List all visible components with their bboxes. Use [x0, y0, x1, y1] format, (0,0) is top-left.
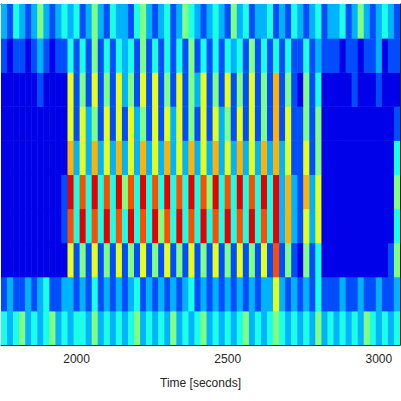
svg-text:3000: 3000	[365, 352, 392, 366]
svg-text:2500: 2500	[214, 352, 241, 366]
svg-text:2000: 2000	[63, 352, 90, 366]
svg-text:Time [seconds]: Time [seconds]	[160, 376, 241, 390]
